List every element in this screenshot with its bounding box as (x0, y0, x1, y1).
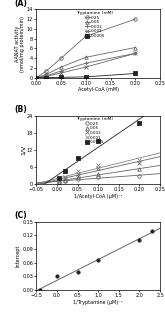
Text: (C): (C) (14, 211, 27, 220)
Y-axis label: 1/V: 1/V (20, 145, 25, 155)
Point (39, 288, 42, 293)
Point (150, 228, 153, 233)
X-axis label: 1/Acetyl-CoA (μM)⁻¹: 1/Acetyl-CoA (μM)⁻¹ (74, 193, 122, 198)
Point (97, 258, 99, 263)
Point (138, 237, 141, 242)
Y-axis label: AANAT activity
(nmol/mg protein/min): AANAT activity (nmol/mg protein/min) (15, 16, 25, 71)
Point (76, 269, 79, 274)
X-axis label: 1/Tryptamine (μM)⁻¹: 1/Tryptamine (μM)⁻¹ (73, 300, 123, 305)
X-axis label: Acetyl-CoA (mM): Acetyl-CoA (mM) (78, 87, 119, 92)
Legend: 0.25, 0.05, 0.002, 0.001, 0.0005: 0.25, 0.05, 0.002, 0.001, 0.0005 (76, 10, 114, 39)
Point (56, 274, 58, 279)
Text: (B): (B) (14, 105, 27, 114)
Y-axis label: Intercept: Intercept (16, 245, 21, 267)
Legend: 0.25, 0.05, 0.002, 0.001, 0.0005: 0.25, 0.05, 0.002, 0.001, 0.0005 (76, 116, 114, 145)
Text: (A): (A) (14, 0, 27, 8)
